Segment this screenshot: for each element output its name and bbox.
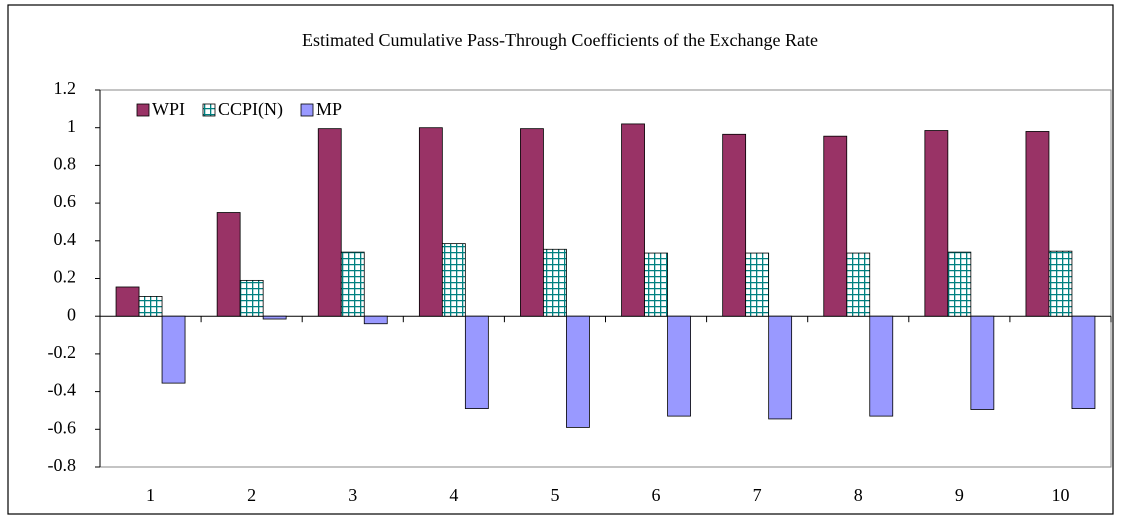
- bar: [745, 252, 770, 317]
- y-tick-label: 0.6: [54, 191, 77, 211]
- y-tick-label: 0.2: [54, 267, 77, 287]
- bar: [520, 128, 544, 317]
- x-tick-label: 6: [652, 485, 661, 505]
- bar: [216, 212, 241, 317]
- bar: [667, 315, 691, 417]
- bar: [1025, 131, 1050, 317]
- y-tick-label: 0: [67, 304, 76, 324]
- bar: [566, 315, 590, 428]
- bar: [418, 127, 443, 317]
- y-tick-label: 1.2: [54, 78, 77, 98]
- bar: [644, 252, 668, 317]
- bar: [722, 133, 747, 317]
- y-tick-label: 1: [67, 116, 76, 136]
- x-tick-label: 9: [955, 485, 964, 505]
- bar: [823, 135, 848, 317]
- bar: [846, 252, 871, 317]
- bar: [924, 130, 949, 317]
- x-tick-label: 7: [753, 485, 762, 505]
- bar: [340, 251, 365, 317]
- bar: [161, 315, 186, 384]
- bar: [1071, 315, 1096, 409]
- bar: [970, 315, 995, 410]
- bar: [363, 315, 388, 325]
- bar: [138, 296, 163, 317]
- legend-label: MP: [316, 99, 342, 119]
- legend-swatch: [136, 103, 150, 117]
- legend-swatch: [202, 103, 216, 117]
- bar: [543, 248, 567, 317]
- legend-swatch: [300, 103, 314, 117]
- bar: [317, 128, 342, 317]
- y-tick-label: -0.2: [48, 342, 77, 362]
- bar: [621, 123, 645, 317]
- y-tick-label: -0.6: [48, 417, 77, 437]
- x-tick-label: 4: [449, 485, 458, 505]
- x-tick-label: 5: [550, 485, 559, 505]
- bar: [464, 315, 489, 409]
- legend-label: CCPI(N): [218, 99, 283, 120]
- chart-title: Estimated Cumulative Pass-Through Coeffi…: [302, 30, 818, 50]
- x-tick-label: 10: [1051, 485, 1069, 505]
- x-tick-label: 2: [247, 485, 256, 505]
- bar: [869, 315, 894, 417]
- x-tick-label: 3: [348, 485, 357, 505]
- legend-label: WPI: [152, 99, 185, 119]
- x-tick-label: 1: [146, 485, 155, 505]
- y-tick-label: 0.4: [54, 229, 77, 249]
- bar: [1048, 250, 1073, 317]
- y-tick-label: -0.4: [48, 380, 77, 400]
- bar: [262, 315, 287, 320]
- x-tick-label: 8: [854, 485, 863, 505]
- bar: [947, 251, 972, 317]
- bar: [239, 279, 264, 317]
- bar: [768, 315, 793, 420]
- bar: [115, 286, 140, 317]
- y-tick-label: 0.8: [54, 154, 77, 174]
- bar: [441, 243, 466, 317]
- y-tick-label: -0.8: [48, 455, 77, 475]
